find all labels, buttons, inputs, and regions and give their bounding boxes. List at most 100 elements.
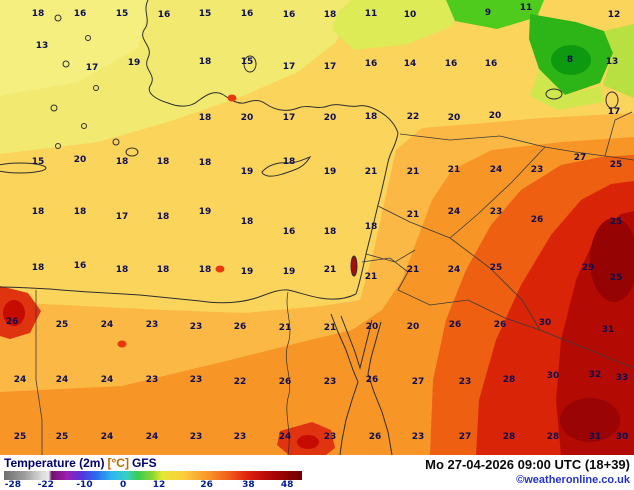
temp-label: 18 bbox=[156, 157, 170, 167]
temp-label: 10 bbox=[403, 10, 417, 20]
temp-label: 17 bbox=[85, 63, 99, 73]
map-title: Temperature (2m) [°C] GFS bbox=[4, 456, 157, 470]
temp-label: 30 bbox=[546, 371, 560, 381]
temp-label: 26 bbox=[448, 320, 462, 330]
hot-spot-marker bbox=[215, 265, 225, 273]
temp-label: 23 bbox=[530, 165, 544, 175]
temp-label: 18 bbox=[198, 265, 212, 275]
temp-label: 18 bbox=[364, 112, 378, 122]
temp-label: 25 bbox=[13, 432, 27, 442]
copyright-link[interactable]: ©weatheronline.co.uk bbox=[516, 474, 630, 486]
temp-label: 24 bbox=[100, 375, 114, 385]
temp-label: 18 bbox=[115, 265, 129, 275]
temp-label: 18 bbox=[73, 207, 87, 217]
map-title-model: GFS bbox=[131, 456, 157, 470]
temp-label: 20 bbox=[73, 155, 87, 165]
temp-label: 25 bbox=[609, 273, 623, 283]
temperature-field bbox=[0, 0, 634, 455]
scale-tick-label: 0 bbox=[120, 480, 127, 490]
temp-label: 26 bbox=[233, 322, 247, 332]
temp-label: 18 bbox=[198, 57, 212, 67]
temp-label: 20 bbox=[406, 322, 420, 332]
temp-label: 32 bbox=[588, 370, 602, 380]
temp-label: 23 bbox=[189, 322, 203, 332]
scale-tick-label: 38 bbox=[242, 480, 255, 490]
temp-label: 25 bbox=[489, 263, 503, 273]
temp-label: 18 bbox=[282, 157, 296, 167]
temp-label: 30 bbox=[538, 318, 552, 328]
temp-label: 23 bbox=[411, 432, 425, 442]
temperature-scale-ticks: -28 -22 -10 0 12 26 38 48 bbox=[4, 480, 302, 490]
temp-label: 16 bbox=[484, 59, 498, 69]
temp-label: 22 bbox=[233, 377, 247, 387]
temp-label: 18 bbox=[240, 217, 254, 227]
river-nile bbox=[285, 291, 291, 455]
temp-label: 16 bbox=[73, 261, 87, 271]
temperature-scale-bar bbox=[4, 471, 302, 480]
temp-label: 18 bbox=[198, 158, 212, 168]
temp-label: 27 bbox=[458, 432, 472, 442]
coastline-levant bbox=[355, 132, 399, 295]
temp-label: 19 bbox=[198, 207, 212, 217]
temp-label: 17 bbox=[115, 212, 129, 222]
temp-label: 23 bbox=[233, 432, 247, 442]
island bbox=[50, 104, 58, 112]
temp-label: 20 bbox=[488, 111, 502, 121]
temp-label: 16 bbox=[444, 59, 458, 69]
temp-label: 9 bbox=[484, 8, 492, 18]
island bbox=[112, 138, 120, 146]
temp-label: 8 bbox=[566, 55, 574, 65]
temp-label: 23 bbox=[323, 432, 337, 442]
temp-label: 18 bbox=[198, 113, 212, 123]
temp-label: 23 bbox=[145, 375, 159, 385]
footer-bar: Temperature (2m) [°C] GFS -28 -22 -10 0 12 26 38… bbox=[0, 455, 634, 490]
map-title-unit: [°C] bbox=[107, 456, 129, 470]
temp-label: 19 bbox=[240, 167, 254, 177]
temp-label: 16 bbox=[73, 9, 87, 19]
temp-label: 15 bbox=[240, 57, 254, 67]
temp-label: 22 bbox=[406, 112, 420, 122]
lake-tuz bbox=[243, 55, 257, 73]
temp-label: 18 bbox=[364, 222, 378, 232]
temp-label: 21 bbox=[406, 210, 420, 220]
temp-label: 11 bbox=[364, 9, 378, 19]
temp-label: 19 bbox=[127, 58, 141, 68]
temp-label: 25 bbox=[55, 432, 69, 442]
temp-label: 20 bbox=[447, 113, 461, 123]
temp-label: 27 bbox=[573, 153, 587, 163]
temp-label: 21 bbox=[323, 323, 337, 333]
temp-label: 26 bbox=[368, 432, 382, 442]
scale-tick-label: 26 bbox=[200, 480, 213, 490]
forecast-datetime: Mo 27-04-2026 09:00 UTC (18+39) bbox=[425, 457, 630, 472]
temp-label: 16 bbox=[157, 10, 171, 20]
island-crete bbox=[0, 162, 47, 174]
coastline-gulf-of-aqaba bbox=[367, 321, 393, 455]
temp-label: 18 bbox=[156, 212, 170, 222]
temp-label: 17 bbox=[607, 107, 621, 117]
temp-label: 24 bbox=[55, 375, 69, 385]
temp-label: 23 bbox=[189, 375, 203, 385]
temp-label: 23 bbox=[189, 432, 203, 442]
temp-label: 21 bbox=[278, 323, 292, 333]
temp-label: 25 bbox=[55, 320, 69, 330]
island bbox=[85, 35, 91, 41]
temp-label: 17 bbox=[282, 62, 296, 72]
temp-label: 21 bbox=[323, 265, 337, 275]
temp-label: 27 bbox=[411, 377, 425, 387]
temp-label: 24 bbox=[447, 207, 461, 217]
temp-label: 30 bbox=[615, 432, 629, 442]
temp-label: 16 bbox=[282, 227, 296, 237]
temp-label: 23 bbox=[145, 320, 159, 330]
temp-label: 23 bbox=[489, 207, 503, 217]
temp-label: 16 bbox=[364, 59, 378, 69]
hot-spot-marker bbox=[117, 340, 127, 348]
scale-tick-label: 12 bbox=[152, 480, 166, 490]
lake-van bbox=[545, 88, 563, 100]
coastline-egypt bbox=[0, 286, 357, 304]
temp-label: 28 bbox=[502, 375, 516, 385]
coastline-sinai bbox=[340, 315, 373, 370]
temp-label: 18 bbox=[323, 227, 337, 237]
map-title-name: Temperature (2m) bbox=[4, 456, 105, 470]
temp-label: 21 bbox=[406, 167, 420, 177]
